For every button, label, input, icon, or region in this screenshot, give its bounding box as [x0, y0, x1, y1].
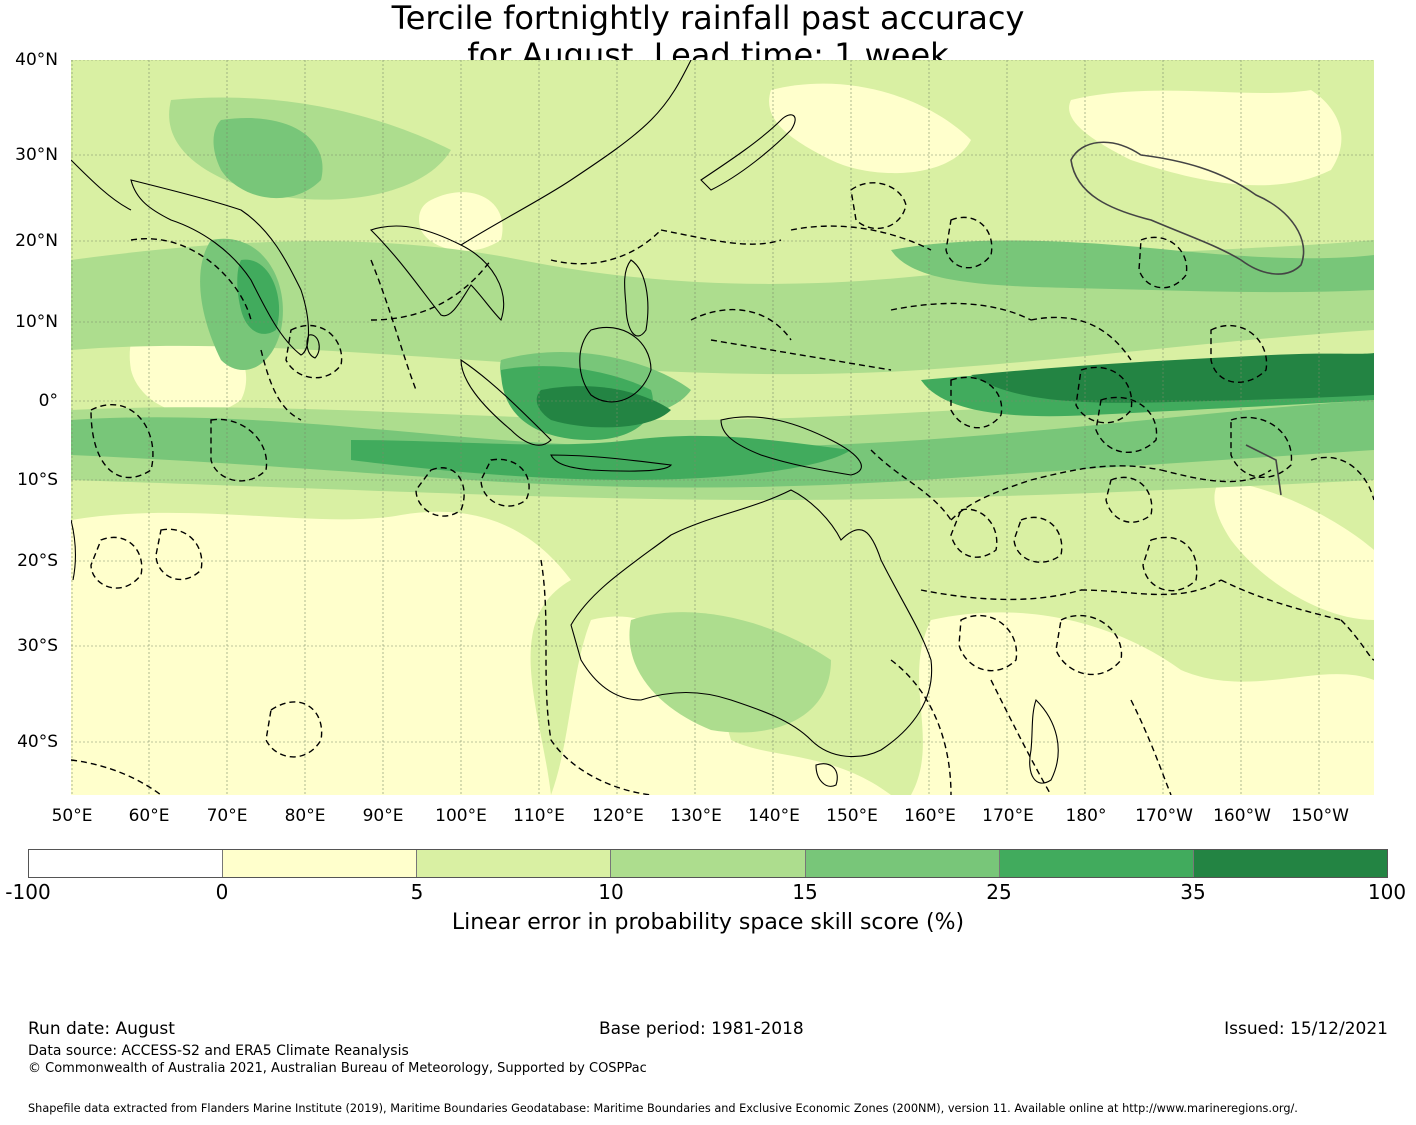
eez-solid-boundary — [1070, 141, 1305, 496]
colorbar — [28, 849, 1388, 878]
lon-label-160w: 160°W — [1213, 806, 1271, 826]
colorbar-tick: 100 — [1367, 880, 1407, 904]
lon-label-180: 180° — [1065, 806, 1107, 826]
lat-label-30n: 30°N — [15, 145, 58, 165]
lon-label-90e: 90°E — [362, 806, 404, 826]
colorbar-tick: 25 — [986, 880, 1012, 904]
lon-label-160e: 160°E — [904, 806, 956, 826]
lat-label-10n: 10°N — [15, 312, 58, 332]
colorbar-segment — [611, 850, 806, 877]
colorbar-tick: 5 — [410, 880, 424, 904]
colorbar-label: Linear error in probability space skill … — [451, 910, 965, 935]
lon-label-50e: 50°E — [51, 806, 93, 826]
base-period: Base period: 1981-2018 — [599, 1019, 804, 1039]
colorbar-segment — [805, 850, 1000, 877]
peak-skill-areas — [536, 353, 1374, 428]
lon-label-150e: 150°E — [826, 806, 878, 826]
lon-label-120e: 120°E — [592, 806, 644, 826]
eez-boundaries — [71, 182, 1374, 795]
lon-label-110e: 110°E — [513, 806, 565, 826]
lat-label-30s: 30°S — [17, 636, 58, 656]
shapefile-credit: Shapefile data extracted from Flanders M… — [28, 1102, 1298, 1115]
lat-label-40n: 40°N — [15, 50, 58, 70]
copyright-notice: © Commonwealth of Australia 2021, Austra… — [28, 1061, 647, 1076]
coastlines — [71, 60, 1059, 787]
lon-label-170w: 170°W — [1135, 806, 1193, 826]
lat-label-equator: 0° — [38, 391, 58, 411]
map-panel — [71, 60, 1374, 795]
lon-label-170e: 170°E — [982, 806, 1034, 826]
run-date: Run date: August — [28, 1019, 175, 1039]
lat-label-20s: 20°S — [17, 551, 58, 571]
colorbar-tick: 10 — [598, 880, 624, 904]
lon-label-150w: 150°W — [1291, 806, 1349, 826]
lat-label-20n: 20°N — [15, 231, 58, 251]
lon-label-70e: 70°E — [206, 806, 248, 826]
lon-label-60e: 60°E — [128, 806, 170, 826]
colorbar-segment — [29, 850, 224, 877]
lon-label-100e: 100°E — [435, 806, 487, 826]
colorbar-segment — [999, 850, 1194, 877]
colorbar-tick: 35 — [1180, 880, 1206, 904]
colorbar-tick: -100 — [5, 880, 51, 904]
skill-map — [71, 60, 1374, 795]
issued-date: Issued: 15/12/2021 — [1224, 1019, 1388, 1039]
graticule — [71, 60, 1374, 795]
lon-label-80e: 80°E — [284, 806, 326, 826]
colorbar-segment — [1193, 850, 1387, 877]
lat-label-40s: 40°S — [17, 732, 58, 752]
colorbar-segment — [223, 850, 418, 877]
map-title-line-1: Tercile fortnightly rainfall past accura… — [391, 0, 1025, 37]
data-source: Data source: ACCESS-S2 and ERA5 Climate … — [28, 1043, 409, 1059]
lon-label-130e: 130°E — [670, 806, 722, 826]
colorbar-tick: 15 — [792, 880, 818, 904]
lat-label-10s: 10°S — [17, 470, 58, 490]
colorbar-tick: 0 — [215, 880, 229, 904]
lon-label-140e: 140°E — [748, 806, 800, 826]
colorbar-segment — [417, 850, 612, 877]
